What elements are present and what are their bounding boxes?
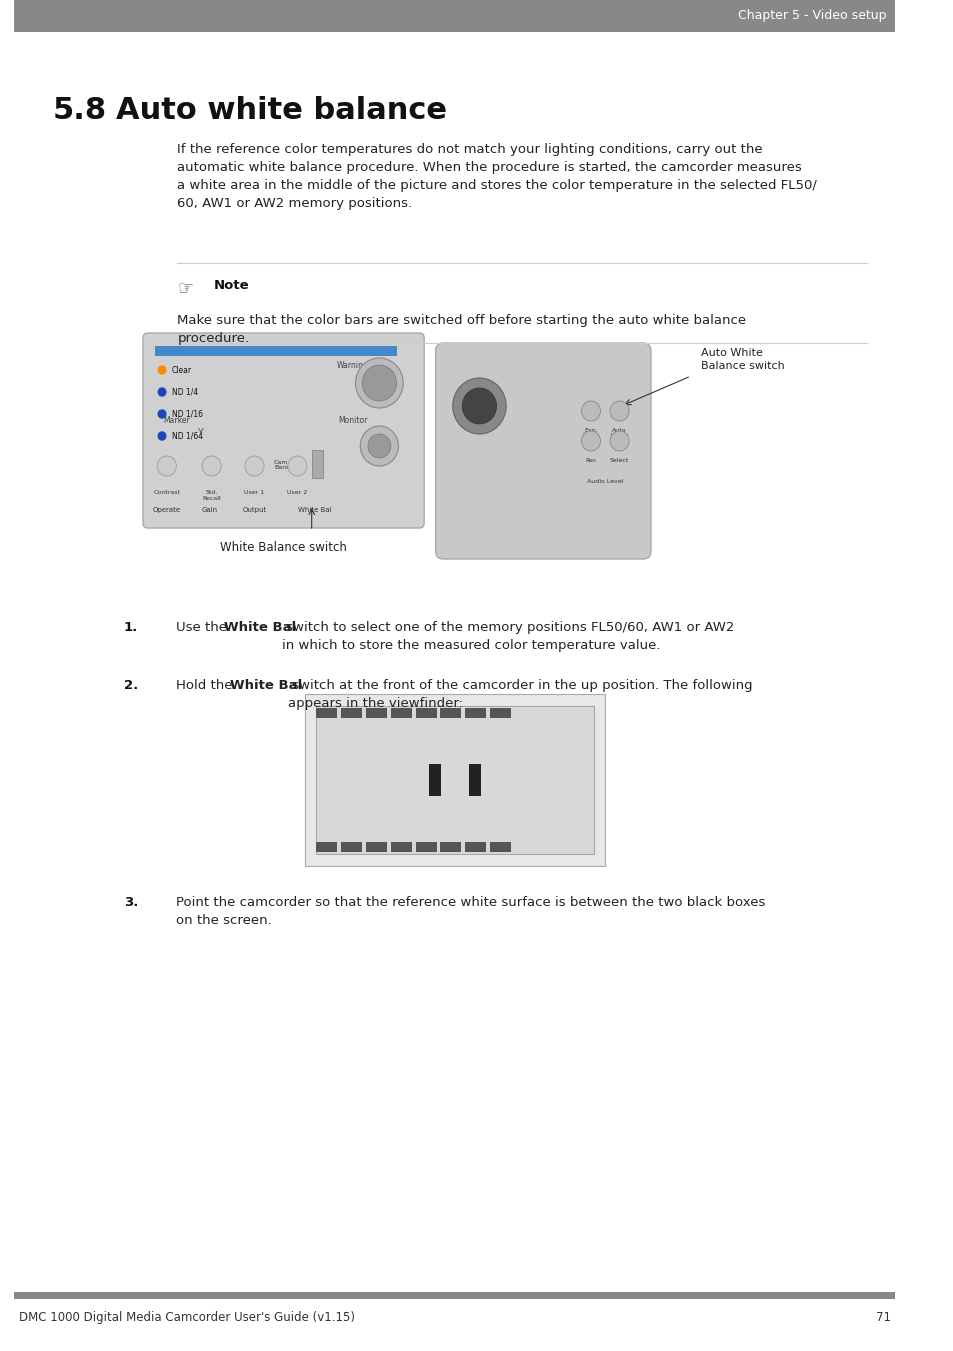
Text: Contrast: Contrast [153, 490, 180, 494]
Bar [391, 708, 412, 717]
Circle shape [580, 401, 599, 422]
Text: White Bal: White Bal [223, 621, 295, 634]
Text: Audio Level: Audio Level [586, 478, 623, 484]
Text: Marker: Marker [163, 416, 190, 424]
Bar [440, 708, 461, 717]
Text: ND 1/4: ND 1/4 [172, 388, 197, 396]
Text: White Balance switch: White Balance switch [220, 540, 347, 554]
Bar [305, 694, 604, 866]
Text: DMC 1000 Digital Media Camcorder User's Guide (v1.15): DMC 1000 Digital Media Camcorder User's … [19, 1310, 355, 1324]
Text: switch at the front of the camcorder in the up position. The following
appears i: switch at the front of the camcorder in … [288, 680, 752, 711]
Text: 1.: 1. [124, 621, 138, 634]
Text: Chapter 5 - Video setup: Chapter 5 - Video setup [738, 9, 885, 23]
Circle shape [158, 388, 166, 396]
Circle shape [609, 431, 628, 451]
Text: Make sure that the color bars are switched off before starting the auto white ba: Make sure that the color bars are switch… [177, 313, 745, 345]
Text: Exp.
Time: Exp. Time [582, 428, 598, 439]
Bar [366, 842, 387, 852]
Bar [341, 842, 362, 852]
Circle shape [158, 409, 166, 417]
Bar [341, 708, 362, 717]
Circle shape [368, 434, 391, 458]
Bar [465, 842, 486, 852]
Bar [416, 708, 436, 717]
Bar [465, 708, 486, 717]
Text: Cam
Baro: Cam Baro [274, 459, 288, 470]
FancyBboxPatch shape [436, 343, 650, 559]
Bar [316, 842, 337, 852]
Text: Warning: Warning [336, 362, 368, 370]
Text: 2.: 2. [124, 680, 138, 692]
Circle shape [355, 358, 403, 408]
Text: 71: 71 [875, 1310, 890, 1324]
Text: Clear: Clear [172, 366, 192, 374]
Bar [366, 708, 387, 717]
Text: 5.8: 5.8 [52, 96, 107, 126]
Text: Select: Select [609, 458, 629, 463]
Circle shape [158, 366, 166, 374]
Text: ☞: ☞ [177, 280, 193, 297]
Bar [14, 1292, 894, 1300]
Bar [440, 842, 461, 852]
Bar [316, 708, 337, 717]
Bar [416, 842, 436, 852]
Bar [155, 346, 396, 357]
Text: White Bal: White Bal [230, 680, 301, 692]
Text: Auto White
Balance switch: Auto White Balance switch [700, 347, 783, 372]
Circle shape [609, 401, 628, 422]
Text: Auto
White: Auto White [610, 428, 628, 439]
Text: Operate: Operate [152, 507, 181, 513]
Text: User 2: User 2 [287, 490, 307, 494]
Bar [391, 842, 412, 852]
Bar [469, 765, 480, 796]
Text: ND 1/16: ND 1/16 [172, 409, 202, 419]
Circle shape [362, 365, 396, 401]
Bar [490, 842, 511, 852]
Bar [316, 707, 593, 854]
Circle shape [580, 431, 599, 451]
Circle shape [157, 457, 176, 476]
Circle shape [245, 457, 264, 476]
Text: Rec: Rec [584, 458, 596, 463]
Text: Note: Note [213, 280, 249, 292]
Text: Std.
Recall: Std. Recall [202, 490, 221, 501]
Circle shape [462, 388, 497, 424]
Text: ND 1/64: ND 1/64 [172, 431, 202, 440]
Text: Monitor: Monitor [337, 416, 367, 424]
Text: 3.: 3. [124, 896, 138, 909]
Text: Output: Output [242, 507, 266, 513]
Circle shape [360, 426, 398, 466]
Text: User 1: User 1 [244, 490, 264, 494]
Text: Y: Y [197, 428, 203, 438]
Text: If the reference color temperatures do not match your lighting conditions, carry: If the reference color temperatures do n… [177, 143, 817, 209]
Bar [429, 765, 440, 796]
Text: White Bal: White Bal [297, 507, 331, 513]
Text: Use the: Use the [176, 621, 232, 634]
Text: switch to select one of the memory positions FL50/60, AW1 or AW2
in which to sto: switch to select one of the memory posit… [282, 621, 734, 653]
Text: Gain: Gain [201, 507, 217, 513]
FancyBboxPatch shape [143, 332, 424, 528]
Bar [490, 708, 511, 717]
Text: Auto white balance: Auto white balance [116, 96, 447, 126]
Circle shape [288, 457, 307, 476]
Text: Stby
Save: Stby Save [161, 459, 176, 470]
Text: Hold the: Hold the [176, 680, 237, 692]
Bar [14, 0, 894, 32]
Circle shape [453, 378, 506, 434]
Bar [312, 450, 323, 478]
Text: Point the camcorder so that the reference white surface is between the two black: Point the camcorder so that the referenc… [176, 896, 765, 927]
Circle shape [202, 457, 221, 476]
Circle shape [158, 432, 166, 440]
